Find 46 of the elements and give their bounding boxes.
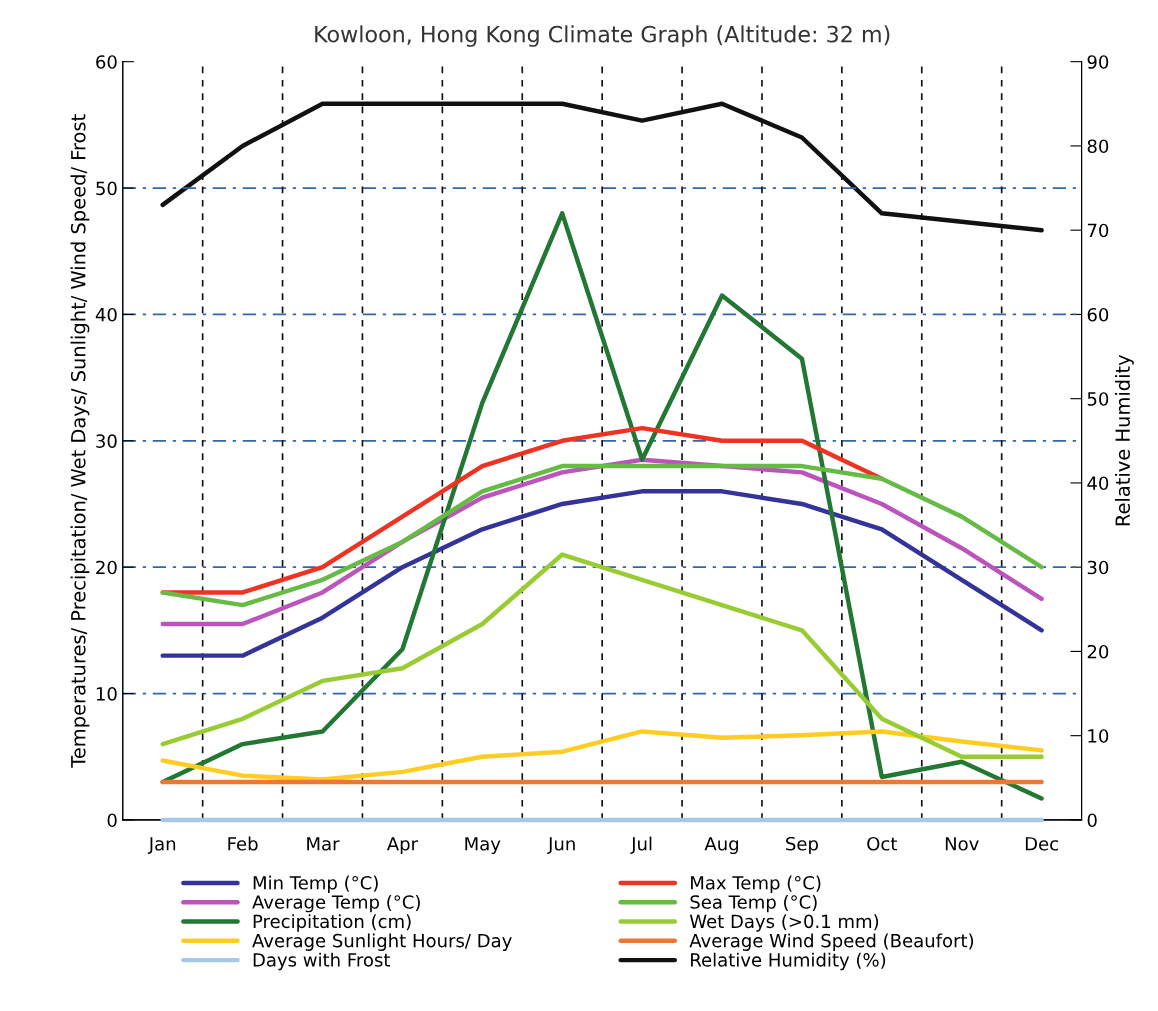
x-tick-label: Jan (147, 837, 176, 854)
y2-tick-label: 20 (1087, 644, 1109, 659)
x-tick-label: Sep (786, 836, 818, 855)
legend-label: Days with Frost (253, 952, 391, 971)
x-tick-label: Nov (945, 837, 979, 851)
y2-tick-label: 40 (1087, 476, 1109, 491)
line-series (160, 552, 1044, 759)
x-tick-label: May (465, 837, 501, 855)
y2-tick-label: 0 (1087, 813, 1097, 828)
y-tick-label: 20 (96, 560, 117, 575)
y2-tick-label: 10 (1088, 729, 1109, 743)
y2-tick-label: 50 (1087, 392, 1109, 406)
x-tick-label: Apr (386, 837, 419, 855)
y2-tick-label: 60 (1087, 307, 1109, 322)
y-tick-label: 10 (96, 687, 117, 701)
y-tick-label: 0 (107, 813, 117, 828)
y-tick-label: 40 (95, 307, 117, 322)
x-tick-label: Dec (1025, 837, 1058, 851)
legend-label: Average Wind Speed (Beaufort) (689, 933, 974, 951)
line-series (160, 489, 1044, 658)
legend-label: Wet Days (>0.1 mm) (689, 914, 879, 932)
line-series (160, 211, 1044, 801)
x-tick-label: Jun (547, 837, 575, 854)
y-tick-label: 60 (96, 55, 117, 69)
x-tick-label: Mar (307, 837, 340, 851)
legend-label: Precipitation (cm) (253, 914, 411, 932)
line-series (160, 729, 1044, 782)
y2-tick-label: 90 (1087, 55, 1109, 69)
legend-label: Sea Temp (°C) (690, 894, 817, 913)
y-axis-title: Temperatures/ Precipitation/ Wet Days/ Sunlight/ Wind Speed/ Frost (70, 114, 90, 768)
legend-label: Max Temp (°C) (691, 875, 821, 894)
x-tick-label: Aug (704, 837, 738, 855)
x-tick-label: Feb (228, 836, 258, 851)
y2-axis-title: Relative Humidity (1114, 355, 1134, 526)
x-tick-label: Oct (867, 836, 897, 851)
y-tick-label: 30 (96, 434, 117, 448)
legend-label: Min Temp (°C) (253, 875, 378, 894)
legend-label: Average Sunlight Hours/ Day (252, 933, 512, 951)
chart-title: Kowloon, Hong Kong Climate Graph (Altitude: 32 m) (315, 25, 890, 47)
y2-tick-label: 80 (1087, 139, 1109, 154)
y-tick-label: 50 (96, 181, 117, 196)
legend-label: Relative Humidity (%) (691, 952, 886, 971)
y2-tick-label: 30 (1087, 560, 1109, 575)
y2-tick-label: 70 (1087, 223, 1109, 238)
x-tick-label: Jul (630, 836, 652, 854)
legend-label: Average Temp (°C) (252, 894, 420, 913)
